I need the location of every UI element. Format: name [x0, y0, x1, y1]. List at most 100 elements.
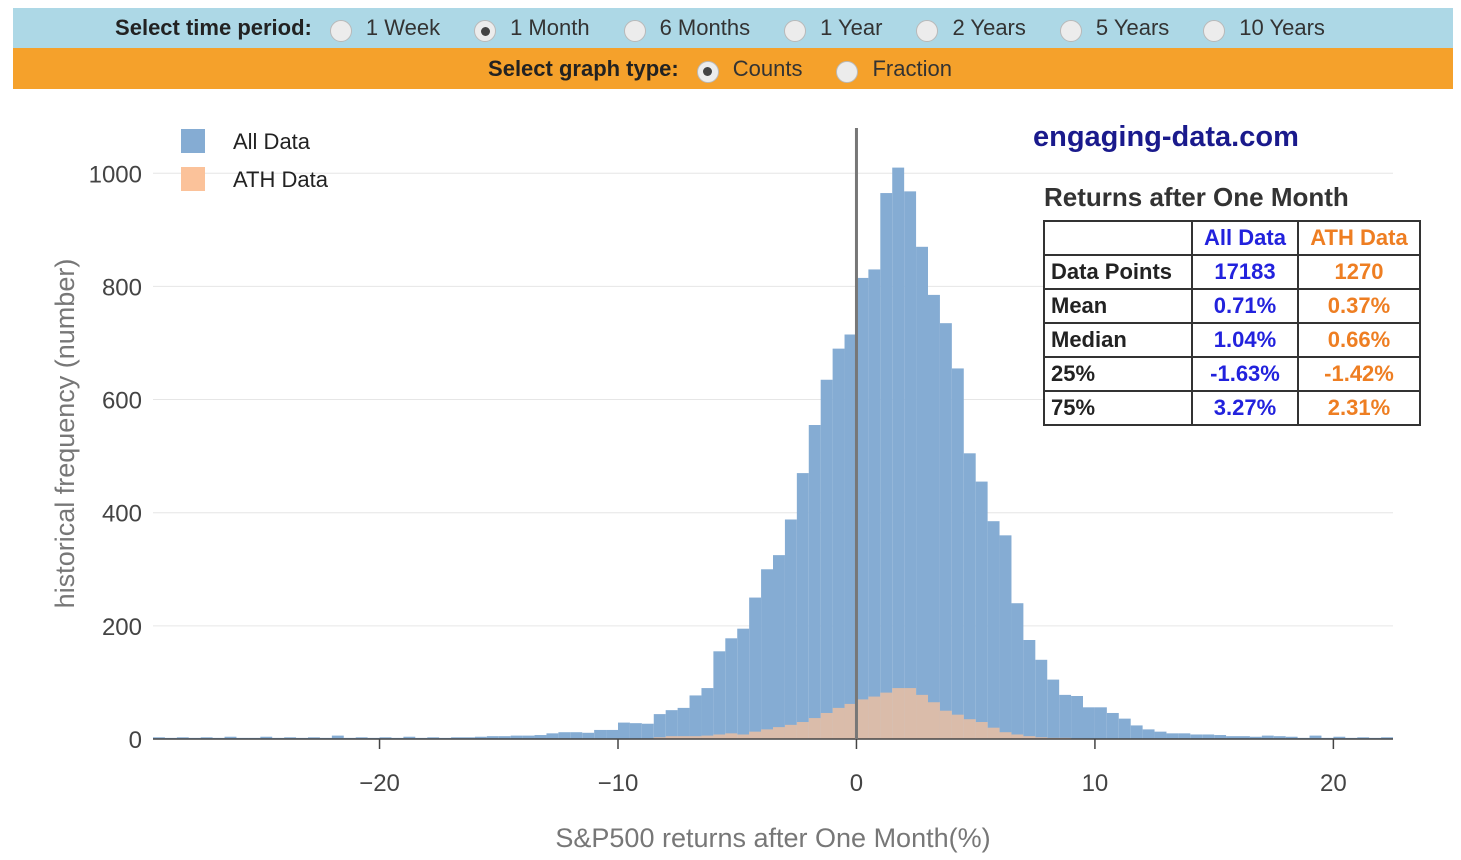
- stats-header-cell: All Data: [1191, 220, 1299, 256]
- all-data-bar: [1083, 707, 1095, 739]
- stats-row: Data Points 17183 1270: [1043, 254, 1421, 290]
- ath-data-bar: [904, 688, 917, 739]
- radio-button[interactable]: [784, 20, 807, 42]
- type-option-label: Counts: [732, 55, 803, 81]
- all-data-bar: [1285, 736, 1298, 739]
- period-option-label: 1 Week: [365, 15, 441, 40]
- legend-label: All Data: [233, 129, 311, 154]
- all-data-bar: [1357, 737, 1370, 739]
- stats-row: 25% -1.63% -1.42%: [1043, 356, 1421, 392]
- stats-cell: 0.37%: [1297, 288, 1421, 324]
- ath-data-bar: [773, 727, 785, 739]
- brand-link[interactable]: engaging-data.com: [1033, 121, 1299, 153]
- period-option-6-months[interactable]: 6 Months: [616, 15, 750, 42]
- all-data-bar: [308, 737, 320, 739]
- period-option-2-years[interactable]: 2 Years: [908, 15, 1026, 42]
- ath-data-bar: [832, 707, 845, 739]
- ath-data-bar: [1023, 736, 1036, 739]
- time-period-selector: Select time period: 1 Week 1 Month 6 Month…: [13, 8, 1453, 48]
- y-tick-label: 0: [129, 727, 142, 754]
- all-data-bar: [1249, 736, 1262, 739]
- ath-data-bar: [761, 729, 773, 739]
- all-data-bar: [200, 737, 213, 739]
- radio-button[interactable]: [329, 20, 352, 42]
- radio-button[interactable]: [474, 20, 497, 42]
- y-tick-label: 400: [102, 501, 142, 528]
- all-data-bar: [999, 535, 1012, 739]
- all-data-bar: [1106, 712, 1119, 739]
- all-data-bar: [606, 729, 618, 739]
- ath-data-bar: [808, 718, 821, 739]
- period-option-label: 2 Years: [952, 15, 1026, 40]
- ath-data-bar: [856, 699, 869, 739]
- all-data-bar: [713, 651, 726, 739]
- ath-data-bar: [796, 722, 809, 739]
- stats-cell: 1.04%: [1191, 322, 1299, 358]
- ath-data-bar: [1035, 737, 1048, 739]
- all-data-bar: [749, 597, 762, 739]
- all-data-bar: [689, 695, 702, 739]
- ath-data-bar: [665, 736, 678, 739]
- all-data-bar: [1333, 736, 1346, 739]
- radio-button[interactable]: [696, 60, 719, 83]
- period-option-1-month[interactable]: 1 Month: [466, 15, 590, 42]
- ath-data-bar: [975, 722, 988, 739]
- ath-data-bar: [653, 737, 666, 739]
- type-option-counts[interactable]: Counts: [689, 55, 803, 83]
- ath-data-bar: [820, 712, 833, 739]
- ath-data-bar: [880, 692, 893, 739]
- time-period-options: 1 Week 1 Month 6 Months 1 Year 2 Years 5 Year…: [322, 15, 1351, 42]
- all-data-bar: [1226, 736, 1238, 739]
- stats-header-cell: [1043, 220, 1193, 256]
- y-tick-label: 200: [102, 614, 142, 641]
- radio-button[interactable]: [623, 20, 646, 42]
- all-data-bar: [534, 735, 547, 739]
- period-option-5-years[interactable]: 5 Years: [1052, 15, 1170, 42]
- all-data-bar: [641, 723, 654, 739]
- stats-cell: 3.27%: [1191, 390, 1299, 426]
- stats-row: Mean 0.71% 0.37%: [1043, 288, 1421, 324]
- period-option-1-week[interactable]: 1 Week: [322, 15, 441, 42]
- all-data-bar: [1047, 679, 1060, 739]
- radio-button[interactable]: [916, 20, 939, 42]
- all-data-bar: [498, 736, 511, 739]
- period-option-1-year[interactable]: 1 Year: [776, 15, 883, 42]
- all-data-bar: [463, 737, 475, 739]
- legend-swatch: [181, 129, 205, 153]
- all-data-bar: [1261, 735, 1274, 739]
- radio-button[interactable]: [836, 60, 859, 83]
- all-data-bar: [284, 737, 297, 739]
- stats-cell: Data Points: [1043, 254, 1193, 290]
- all-data-bar: [618, 722, 630, 739]
- all-data-bar: [975, 481, 988, 739]
- all-data-bar: [570, 732, 583, 739]
- radio-button[interactable]: [1203, 20, 1226, 42]
- y-tick-label: 600: [102, 388, 142, 415]
- all-data-bar: [904, 191, 917, 739]
- all-data-bar: [558, 732, 571, 739]
- all-data-bar: [1309, 735, 1322, 739]
- all-data-bar: [773, 555, 785, 739]
- graph-type-label: Select graph type:: [488, 55, 679, 81]
- type-option-fraction[interactable]: Fraction: [828, 56, 952, 83]
- y-tick-label: 800: [102, 274, 142, 301]
- x-tick-label: 20: [1320, 770, 1347, 797]
- all-data-bar: [176, 737, 189, 739]
- all-data-bar: [1166, 733, 1179, 739]
- all-data-bar: [1238, 736, 1250, 739]
- stats-cell: 0.66%: [1297, 322, 1421, 358]
- all-data-bar: [379, 737, 392, 739]
- all-data-bar: [856, 277, 869, 739]
- all-data-bar: [510, 735, 523, 739]
- all-data-bar: [880, 193, 893, 739]
- radio-button[interactable]: [1059, 20, 1082, 42]
- all-data-bar: [951, 368, 964, 739]
- all-data-bar: [1011, 603, 1024, 739]
- all-data-bar: [1381, 737, 1393, 739]
- graph-type-options: Counts Fraction: [689, 55, 978, 83]
- ath-data-bar: [689, 736, 702, 739]
- period-option-10-years[interactable]: 10 Years: [1195, 15, 1325, 42]
- ath-data-bar: [951, 714, 964, 739]
- period-option-label: 1 Year: [820, 15, 883, 40]
- period-option-label: 5 Years: [1095, 15, 1170, 40]
